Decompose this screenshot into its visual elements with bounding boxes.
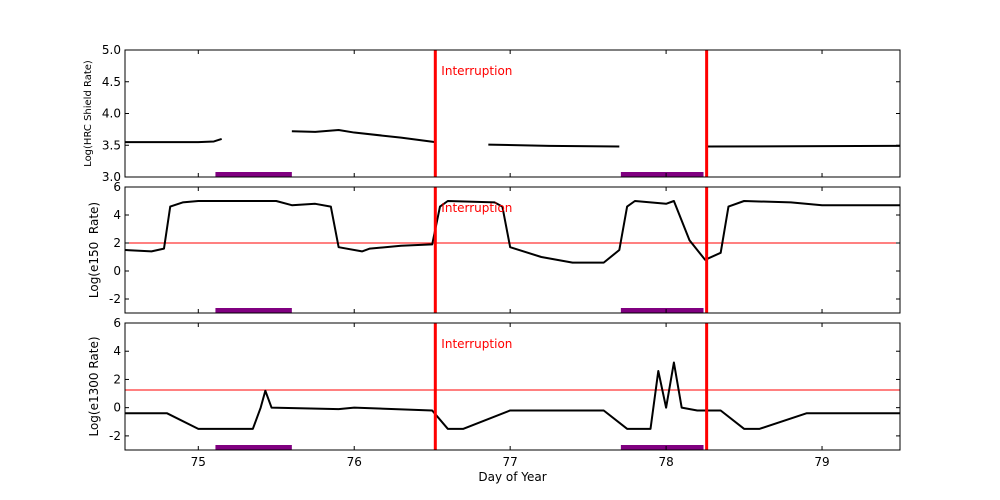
y-tick-label: 5.0	[102, 43, 121, 57]
shaded-period	[215, 445, 292, 450]
x-tick-label: 77	[503, 455, 518, 469]
y-tick-label: 0	[113, 264, 121, 278]
y-axis-label: Log(HRC Shield Rate)	[83, 60, 94, 167]
y-tick-label: 4	[113, 208, 121, 222]
y-tick-label: -2	[109, 292, 121, 306]
series-line	[125, 361, 900, 430]
panel-3: Interruption -2 0 2 4 6 75 76 77 78 79 Log(e1300 Ra…	[87, 316, 901, 484]
x-tick-label: 79	[814, 455, 829, 469]
shaded-period	[215, 172, 292, 177]
axes-frame	[124, 322, 901, 451]
y-axis-label: Log(e150 Rate)	[87, 202, 101, 298]
shaded-period	[620, 445, 704, 450]
x-tick-label: 78	[658, 455, 673, 469]
series-line	[125, 137, 222, 144]
y-axis-label: Log(e1300 Rate)	[87, 336, 101, 436]
y-tick-label: 6	[113, 180, 121, 194]
interruption-label: Interruption	[441, 337, 512, 351]
y-tick-label: 3.0	[102, 170, 121, 184]
shaded-period	[215, 308, 292, 313]
y-tick-label: -2	[109, 429, 121, 443]
series-line	[706, 144, 901, 148]
shaded-period	[620, 172, 704, 177]
x-axis-label: Day of Year	[478, 470, 546, 484]
y-tick-label: 0	[113, 401, 121, 415]
series-line	[124, 200, 900, 264]
series-line	[488, 143, 620, 148]
interruption-label: Interruption	[441, 64, 512, 78]
series-line	[291, 129, 436, 144]
y-tick-label: 4	[113, 344, 121, 358]
interruption-label: Interruption	[441, 201, 512, 215]
y-tick-label: 4.0	[102, 107, 121, 121]
y-tick-label: 3.5	[102, 138, 121, 152]
axes-frame	[124, 186, 901, 314]
x-tick-label: 75	[191, 455, 206, 469]
y-tick-label: 2	[113, 236, 121, 250]
y-tick-label: 4.5	[102, 75, 121, 89]
y-tick-label: 2	[113, 372, 121, 386]
y-tick-label: 6	[113, 316, 121, 330]
axes-frame	[124, 49, 901, 178]
shaded-period	[620, 308, 704, 313]
x-tick-label: 76	[347, 455, 362, 469]
panel-1: Interruption 3.0 3.5 4.0 4.5 5.0 Log(HRC Shiel…	[83, 43, 901, 184]
panel-2: Interruption -2 0 2 4 6 Log(e150 Rate)	[87, 180, 901, 314]
